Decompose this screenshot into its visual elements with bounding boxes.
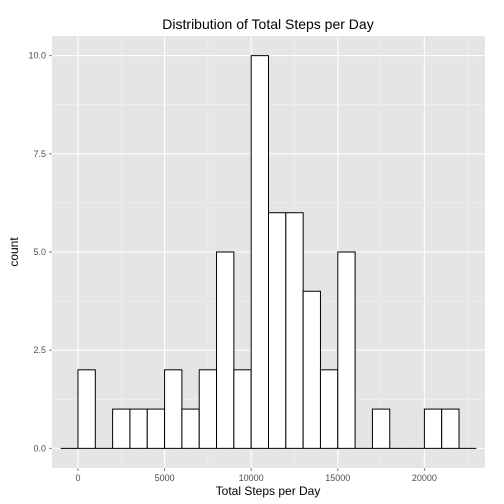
histogram-bar <box>371 408 391 449</box>
histogram-bar <box>250 55 269 449</box>
x-tick-label: 5000 <box>155 473 175 483</box>
histogram-bar <box>146 408 166 449</box>
x-tick-label: 15000 <box>325 473 350 483</box>
histogram-bar <box>302 290 321 449</box>
histogram-bar <box>198 369 218 449</box>
x-tick-label: 0 <box>75 473 80 483</box>
y-tick-label: 2.5 <box>33 345 46 355</box>
histogram-bar <box>337 251 356 449</box>
histogram-bar <box>441 408 460 449</box>
histogram-bar <box>112 408 131 449</box>
histogram-bar <box>423 408 443 449</box>
y-tick-label: 10.0 <box>28 51 46 61</box>
histogram-bar <box>181 408 200 449</box>
y-tick-label: 7.5 <box>33 149 46 159</box>
x-axis-ticks: 0 5000 10000 15000 20000 <box>75 468 437 483</box>
histogram-bar <box>285 212 304 449</box>
histogram-bar <box>319 369 339 449</box>
histogram-bar <box>164 369 183 449</box>
histogram-bar <box>268 212 287 449</box>
x-tick-label: 20000 <box>412 473 437 483</box>
chart-title: Distribution of Total Steps per Day <box>162 16 373 32</box>
y-axis-ticks: 0.0 2.5 5.0 7.5 10.0 <box>28 51 52 453</box>
x-tick-label: 10000 <box>239 473 264 483</box>
histogram-bar <box>77 369 96 449</box>
y-axis-title: count <box>7 237 21 267</box>
y-tick-label: 0.0 <box>33 443 46 453</box>
histogram-bar <box>216 251 235 449</box>
x-axis-title: Total Steps per Day <box>216 484 321 498</box>
histogram-bars <box>60 55 477 449</box>
histogram-bar <box>129 408 148 449</box>
histogram-bar <box>233 369 252 449</box>
y-tick-label: 5.0 <box>33 247 46 257</box>
